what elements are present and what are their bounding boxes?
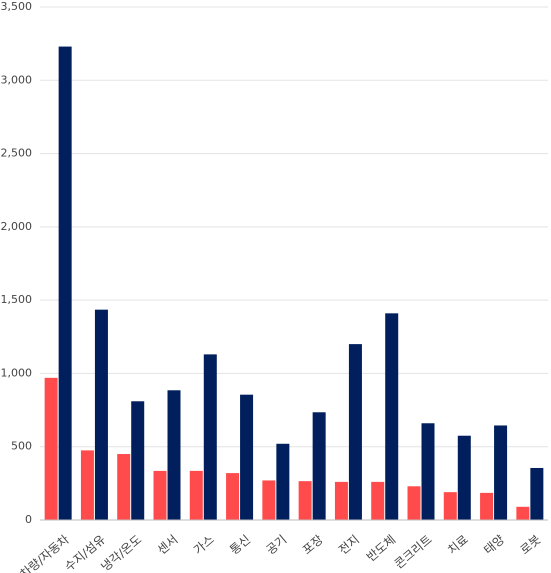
bar: [240, 394, 254, 520]
y-tick-label: 500: [11, 440, 32, 453]
bar: [58, 46, 72, 521]
bar: [262, 480, 276, 520]
y-axis-ticks: 0 500 1,000 1,500 2,000 2,500 3,000 3,500: [1, 0, 33, 526]
x-tick-label: 전지: [336, 532, 362, 557]
bar: [421, 423, 435, 520]
gridlines: [40, 6, 548, 521]
bar: [371, 481, 385, 520]
y-tick-label: 1,500: [1, 293, 33, 306]
bar: [226, 473, 240, 520]
x-tick-label: 로봇: [518, 532, 544, 557]
x-tick-label: 포장: [300, 532, 326, 557]
bar: [530, 467, 544, 520]
bars: [44, 46, 544, 521]
x-tick-label: 센서: [155, 532, 181, 557]
x-tick-label: 통신: [227, 532, 253, 557]
bar: [44, 377, 58, 520]
y-tick-label: 2,500: [1, 147, 33, 160]
bar: [167, 390, 181, 520]
y-tick-label: 3,500: [1, 0, 33, 13]
bar: [276, 443, 290, 520]
bar: [153, 470, 167, 520]
bar: [189, 470, 203, 520]
x-tick-label: 가스: [191, 532, 217, 557]
bar: [480, 492, 494, 520]
x-tick-label: 태양: [481, 532, 507, 557]
bar: [516, 506, 530, 520]
bar: [457, 435, 471, 520]
bar: [348, 344, 362, 520]
y-tick-label: 3,000: [1, 73, 33, 86]
bar: [443, 492, 457, 520]
x-tick-label: 공기: [264, 532, 290, 557]
x-tick-label: 콘크리트: [392, 532, 435, 571]
x-tick-label: 차량/자동차: [17, 532, 71, 573]
bar: [203, 354, 217, 520]
bar: [131, 401, 145, 520]
y-tick-label: 1,000: [1, 366, 33, 379]
bar: [94, 309, 108, 520]
bar: [334, 481, 348, 520]
y-tick-label: 0: [25, 513, 32, 526]
bar: [298, 481, 312, 520]
bar: [117, 454, 131, 520]
bar: [407, 486, 421, 520]
bar: [312, 412, 326, 520]
x-tick-label: 치료: [445, 532, 471, 557]
x-tick-label: 냉각/온도: [98, 532, 144, 573]
bar: [494, 425, 508, 520]
y-tick-label: 2,000: [1, 220, 33, 233]
bar: [385, 313, 399, 520]
bar: [80, 450, 94, 520]
